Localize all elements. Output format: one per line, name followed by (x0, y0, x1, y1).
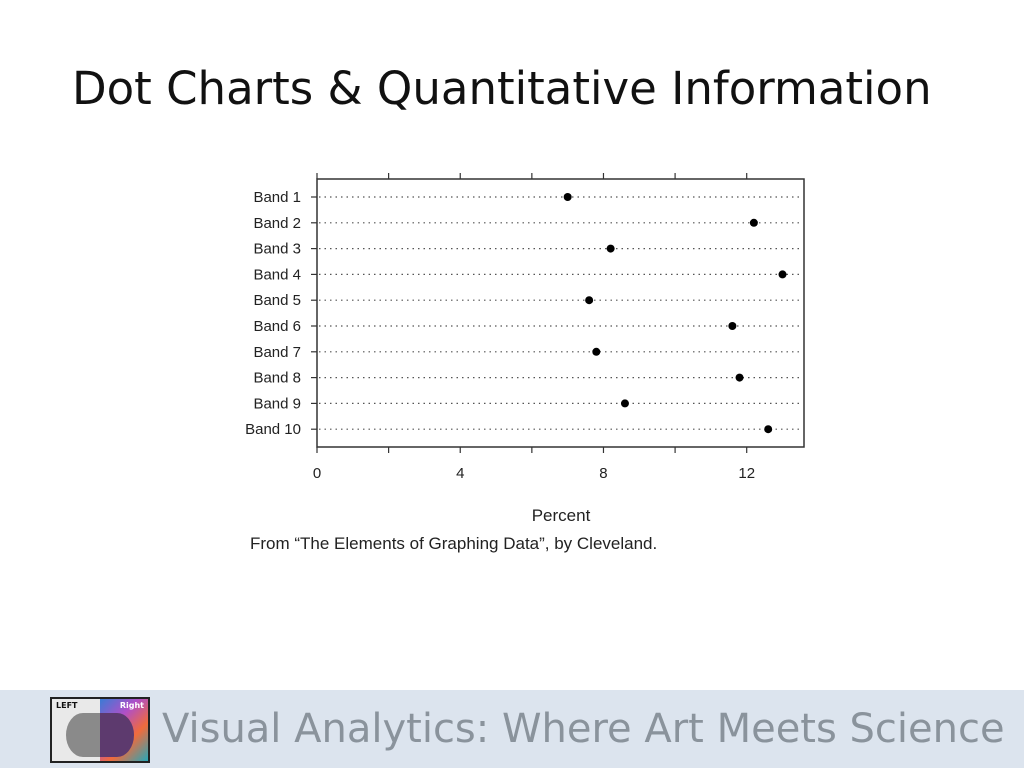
data-point (585, 296, 594, 305)
band-label: Band 3 (253, 241, 301, 258)
band-label: Band 10 (245, 421, 301, 438)
left-right-brain-logo: LEFT Right (50, 697, 150, 763)
band-label: Band 4 (253, 266, 301, 283)
data-point (778, 270, 787, 279)
band-labels: Band 1 Band 2 Band 3 Band 4 Band 5 Band 6 Band… (245, 189, 301, 438)
x-tick-label: 4 (456, 465, 464, 482)
x-tick-label: 8 (599, 465, 607, 482)
logo-right-label: Right (119, 701, 144, 710)
x-axis-ticks: 0 4 8 12 (313, 173, 755, 482)
x-tick-label: 0 (313, 465, 321, 482)
logo-right-half: Right (100, 699, 148, 761)
data-point (735, 373, 744, 382)
data-point (749, 218, 758, 227)
data-point (592, 347, 601, 356)
slide-title: Dot Charts & Quantitative Information (72, 62, 932, 115)
brain-right-icon (100, 713, 134, 757)
band-label: Band 2 (253, 215, 301, 232)
data-point (606, 244, 615, 253)
band-label: Band 9 (253, 395, 301, 412)
band-label: Band 5 (253, 292, 301, 309)
x-tick-label: 12 (738, 465, 755, 482)
plot-frame (316, 178, 805, 448)
band-label: Band 1 (253, 189, 301, 206)
footer-title: Visual Analytics: Where Art Meets Scienc… (162, 706, 1005, 752)
footer-bar (0, 690, 1024, 768)
logo-left-label: LEFT (56, 701, 78, 710)
data-point (764, 425, 773, 434)
brain-left-icon (66, 713, 100, 757)
data-point (620, 399, 629, 408)
data-points (563, 193, 787, 434)
band-label: Band 7 (253, 344, 301, 361)
x-axis-label: Percent (532, 506, 591, 525)
data-point (563, 193, 572, 201)
gridlines (311, 196, 802, 430)
chart-source-caption: From “The Elements of Graphing Data”, by… (250, 534, 658, 553)
band-label: Band 8 (253, 370, 301, 387)
logo-left-half: LEFT (52, 699, 100, 761)
band-label: Band 6 (253, 318, 301, 335)
data-point (728, 322, 737, 330)
dot-chart: Band 1 Band 2 Band 3 Band 4 Band 5 Band 6 Band… (245, 173, 805, 525)
